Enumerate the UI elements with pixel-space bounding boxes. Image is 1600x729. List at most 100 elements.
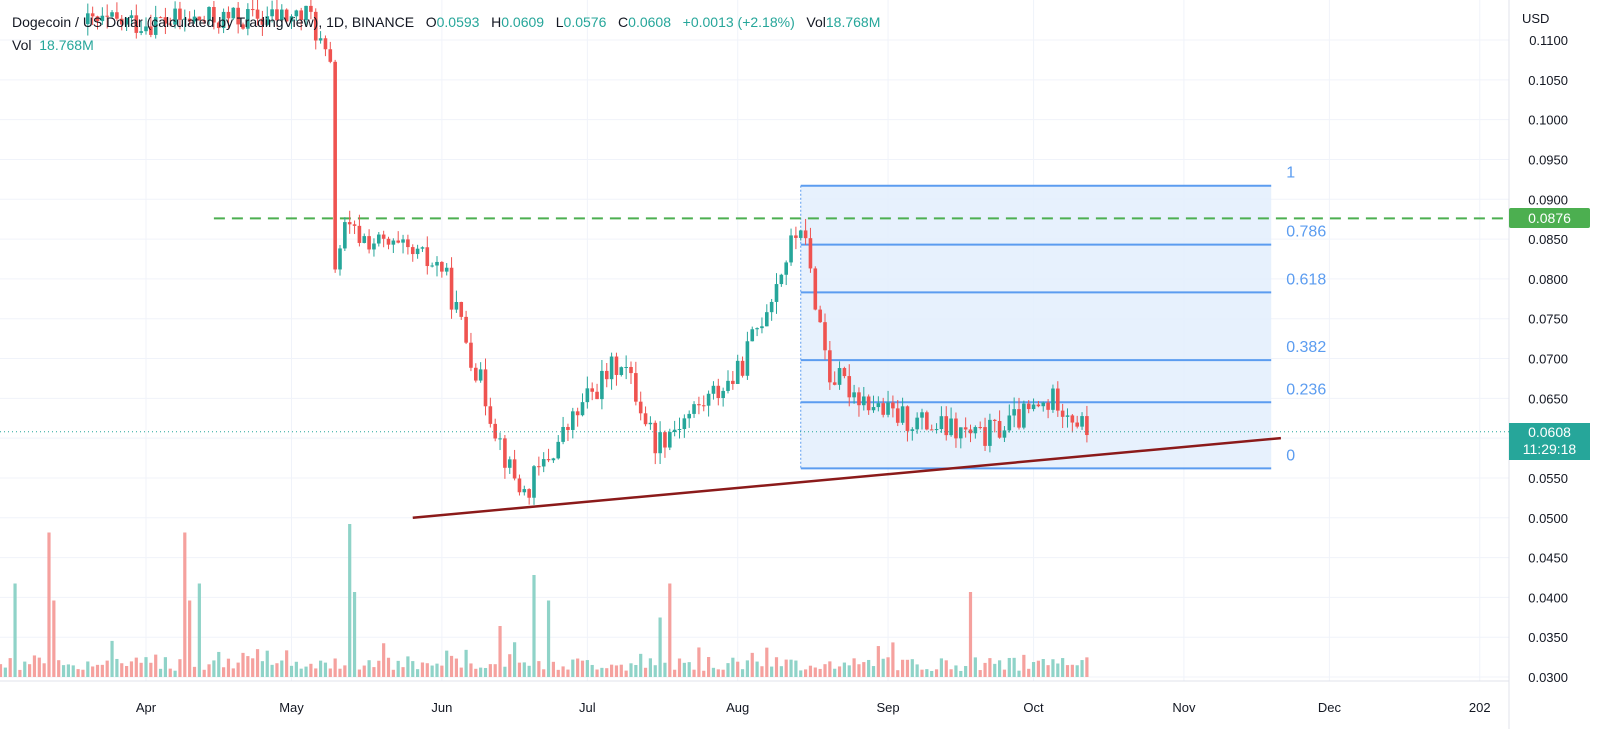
volume-bar — [183, 532, 187, 677]
candle-body — [808, 238, 813, 269]
close-value: 0.0608 — [628, 14, 671, 30]
candle-body — [706, 393, 711, 406]
volume-bar — [668, 583, 672, 677]
candle-body — [352, 224, 357, 226]
candle-body — [1026, 403, 1031, 410]
volume-bar — [818, 668, 822, 677]
volume-bar — [585, 660, 589, 677]
volume-bar — [988, 658, 992, 677]
volume-bar — [449, 655, 454, 677]
price-axis-label: 0.1050 — [1528, 73, 1568, 88]
volume-bar — [1065, 665, 1070, 677]
volume-bar — [1056, 663, 1060, 677]
candle-body — [304, 5, 308, 21]
volume-bar — [643, 667, 648, 677]
volume-bar — [508, 654, 512, 677]
candle-body — [289, 16, 294, 22]
high-value: 0.0609 — [501, 14, 545, 30]
volume-bar — [144, 657, 148, 677]
candle-body — [333, 61, 337, 270]
time-axis-label: Jul — [579, 700, 596, 715]
volume-bar — [673, 669, 677, 677]
volume-bar — [420, 662, 425, 677]
candle-body — [789, 235, 793, 263]
symbol-header: Dogecoin / US Dollar (calculated by Trad… — [12, 14, 881, 30]
candle-body — [668, 432, 672, 448]
currency-label[interactable]: USD — [1522, 11, 1550, 26]
candle-body — [847, 376, 852, 398]
volume-bar — [1041, 659, 1045, 677]
volume-bar — [435, 663, 439, 677]
candle-body — [478, 369, 483, 381]
symbol-name[interactable]: Dogecoin / US Dollar (calculated by Trad… — [12, 14, 319, 30]
candle-body — [241, 24, 245, 29]
volume-bar — [464, 649, 468, 677]
volume-bar — [188, 600, 192, 677]
candle-body — [410, 247, 415, 255]
volume-bar — [842, 662, 846, 677]
interval[interactable]: 1D — [326, 14, 345, 30]
volume-bar — [357, 669, 361, 677]
volume-bar — [711, 667, 716, 677]
candle-body — [895, 408, 900, 423]
candle-body — [110, 12, 114, 17]
volume-bar — [241, 652, 245, 677]
volume-bar — [294, 661, 298, 677]
candle-body — [857, 392, 861, 406]
volume-bar — [149, 662, 153, 677]
grid — [0, 0, 1509, 681]
volume-bar — [71, 665, 75, 677]
candle-body — [168, 23, 173, 25]
candle-body — [697, 404, 701, 406]
fib-level-label: 0.618 — [1286, 271, 1326, 288]
volume-bar — [702, 670, 706, 677]
vol-label: Vol — [806, 14, 826, 30]
volume-bar — [658, 617, 662, 677]
volume-bar — [319, 660, 323, 677]
exchange: BINANCE — [351, 14, 415, 30]
candle-body — [488, 406, 493, 424]
candle-body — [483, 369, 488, 407]
candle-body — [401, 239, 405, 243]
volume-bar — [352, 592, 357, 677]
volume-bar — [430, 665, 434, 677]
candle-body — [779, 274, 784, 285]
candle-body — [765, 312, 769, 327]
volume-bar — [580, 660, 585, 677]
candle-body — [634, 373, 638, 402]
open-value: 0.0593 — [436, 14, 480, 30]
candle-body — [682, 418, 687, 430]
horizontal-line-price: 0.0876 — [1528, 210, 1571, 227]
price-axis-label: 0.0950 — [1528, 152, 1568, 167]
price-axis-label: 0.0700 — [1528, 352, 1568, 367]
volume-bar — [81, 669, 85, 677]
candle-body — [701, 405, 706, 407]
volume-bar — [401, 667, 405, 677]
candle-body — [1070, 415, 1075, 423]
candle-body — [144, 26, 148, 32]
volume-bar — [576, 658, 580, 677]
time-axis-label: Aug — [726, 700, 749, 715]
candle-body — [1041, 402, 1046, 407]
fib-level-label: 0.786 — [1286, 224, 1326, 241]
candle-body — [318, 38, 323, 41]
candle-body — [609, 356, 614, 380]
candle-body — [988, 419, 992, 446]
candle-body — [842, 368, 847, 377]
candle-body — [226, 11, 231, 19]
volume-bar — [964, 666, 968, 677]
volume-bar — [236, 662, 240, 677]
volume-bar — [614, 665, 619, 677]
volume-bar — [779, 666, 783, 677]
volume-bar — [784, 659, 788, 677]
candle-body — [183, 18, 187, 20]
time-axis-label: Jun — [431, 700, 452, 715]
volume-bar — [648, 658, 652, 677]
volume-bar — [566, 669, 570, 677]
volume-bar — [901, 659, 905, 677]
volume-bar — [1061, 658, 1065, 677]
volume-bar — [52, 600, 56, 677]
volume-bar — [343, 665, 347, 677]
candle-body — [425, 247, 430, 267]
